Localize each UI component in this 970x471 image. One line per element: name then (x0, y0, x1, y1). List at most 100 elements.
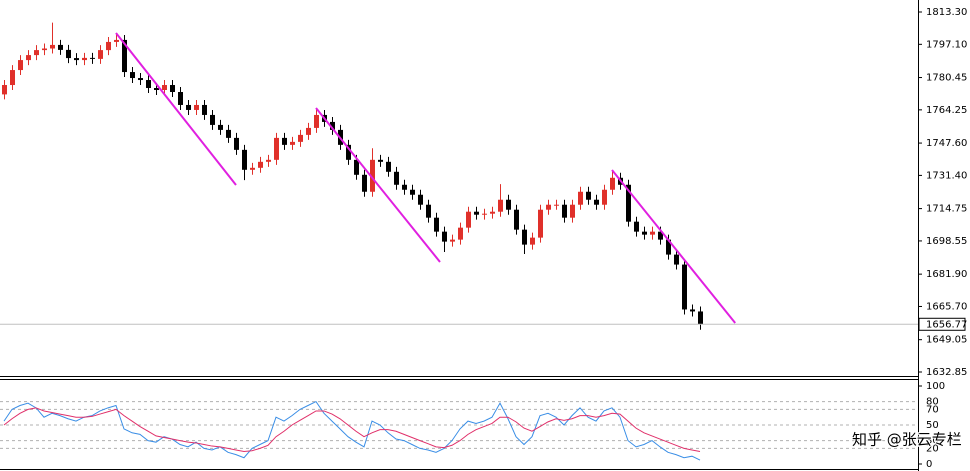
candle-body (50, 44, 55, 49)
candle-body (570, 204, 575, 218)
candle-body (482, 213, 487, 215)
candle-body (530, 237, 535, 245)
candle-body (506, 199, 511, 210)
candle-body (26, 55, 31, 61)
watermark: 知乎 @张云专栏 (852, 431, 962, 449)
candle-body (426, 204, 431, 218)
candle-body (114, 39, 119, 42)
candle-body (258, 161, 263, 168)
y-tick-label: 1764.25 (926, 105, 967, 116)
y-tick-label: 1714.75 (926, 204, 967, 215)
candle-body (346, 144, 351, 160)
candle-body (58, 44, 63, 50)
candle-body (290, 141, 295, 145)
indicator-line (3, 407, 701, 453)
candle-body (514, 209, 519, 230)
candle-body (498, 199, 503, 212)
y-tick-label: 1681.90 (926, 269, 967, 280)
candle-body (202, 104, 207, 115)
candle-body (18, 60, 23, 71)
candle-body (66, 49, 71, 59)
candle-body (298, 134, 303, 142)
candle-body (698, 311, 703, 325)
candle-body (122, 39, 127, 73)
candle-body (658, 231, 663, 240)
candle-body (154, 88, 159, 91)
y-tick-label: 1747.60 (926, 138, 967, 149)
candle-body (82, 57, 87, 61)
candle-body (650, 231, 655, 235)
indicator-tick-label: 0 (926, 459, 932, 470)
y-tick-label: 1797.10 (926, 39, 967, 50)
candle-body (362, 174, 367, 192)
candle-body (234, 137, 239, 150)
price-label-box (918, 317, 966, 331)
candle-body (434, 217, 439, 232)
y-tick-label: 1649.05 (926, 335, 967, 346)
candle-body (490, 211, 495, 214)
candle-body (418, 194, 423, 205)
candle-body (266, 159, 271, 162)
candle-body (242, 149, 247, 170)
candle-body (450, 239, 455, 242)
candle-body (562, 204, 567, 218)
candle-body (410, 189, 415, 195)
candle-body (458, 227, 463, 240)
candle-body (690, 309, 695, 312)
candle-body (594, 199, 599, 205)
candle-body (98, 50, 103, 59)
indicator-tick-label: 20 (926, 443, 939, 454)
candle-body (74, 58, 79, 61)
y-tick-label: 1698.55 (926, 236, 967, 247)
indicator-tick-label: 80 (926, 397, 939, 408)
candle-body (546, 204, 551, 210)
candle-body (394, 171, 399, 185)
candle-body (610, 177, 615, 190)
candle-body (642, 231, 647, 235)
indicator-tick-label: 70 (926, 404, 939, 415)
candle-body (106, 41, 111, 51)
candle-body (162, 85, 167, 91)
candle-body (402, 184, 407, 190)
candle-body (42, 48, 47, 51)
candle-body (354, 159, 359, 175)
price-label: 1656.77 (926, 319, 967, 330)
y-tick-label: 1731.40 (926, 170, 967, 181)
candle-body (170, 85, 175, 92)
candle-body (138, 78, 143, 81)
trend-line (115, 32, 237, 186)
candle-body (442, 231, 447, 242)
trend-line (315, 107, 441, 263)
candle-body (282, 137, 287, 145)
candle-body (666, 239, 671, 255)
candle-body (674, 254, 679, 265)
candle-body (586, 191, 591, 200)
indicator-line (3, 400, 701, 461)
candle-body (90, 57, 95, 59)
candle-body (538, 209, 543, 238)
candle-body (194, 104, 199, 110)
candle-body (578, 191, 583, 205)
candle-body (314, 114, 319, 128)
candle-body (34, 50, 39, 56)
candle-body (378, 159, 383, 162)
indicator-tick-label: 50 (926, 420, 939, 431)
candle-body (554, 204, 559, 206)
indicator-tick-label: 30 (926, 436, 939, 447)
y-tick-label: 1780.45 (926, 73, 967, 84)
trend-line (611, 169, 736, 324)
indicator-tick-label: 100 (926, 381, 945, 392)
candle-body (130, 72, 135, 79)
y-tick-label: 1632.85 (926, 367, 967, 378)
candle-body (210, 114, 215, 125)
candle-body (330, 121, 335, 130)
candle-body (274, 137, 279, 160)
candle-body (682, 264, 687, 310)
candle-body (218, 124, 223, 130)
candle-body (186, 104, 191, 110)
candle-body (226, 129, 231, 138)
y-tick-label: 1813.30 (926, 7, 967, 18)
candle-body (466, 211, 471, 228)
